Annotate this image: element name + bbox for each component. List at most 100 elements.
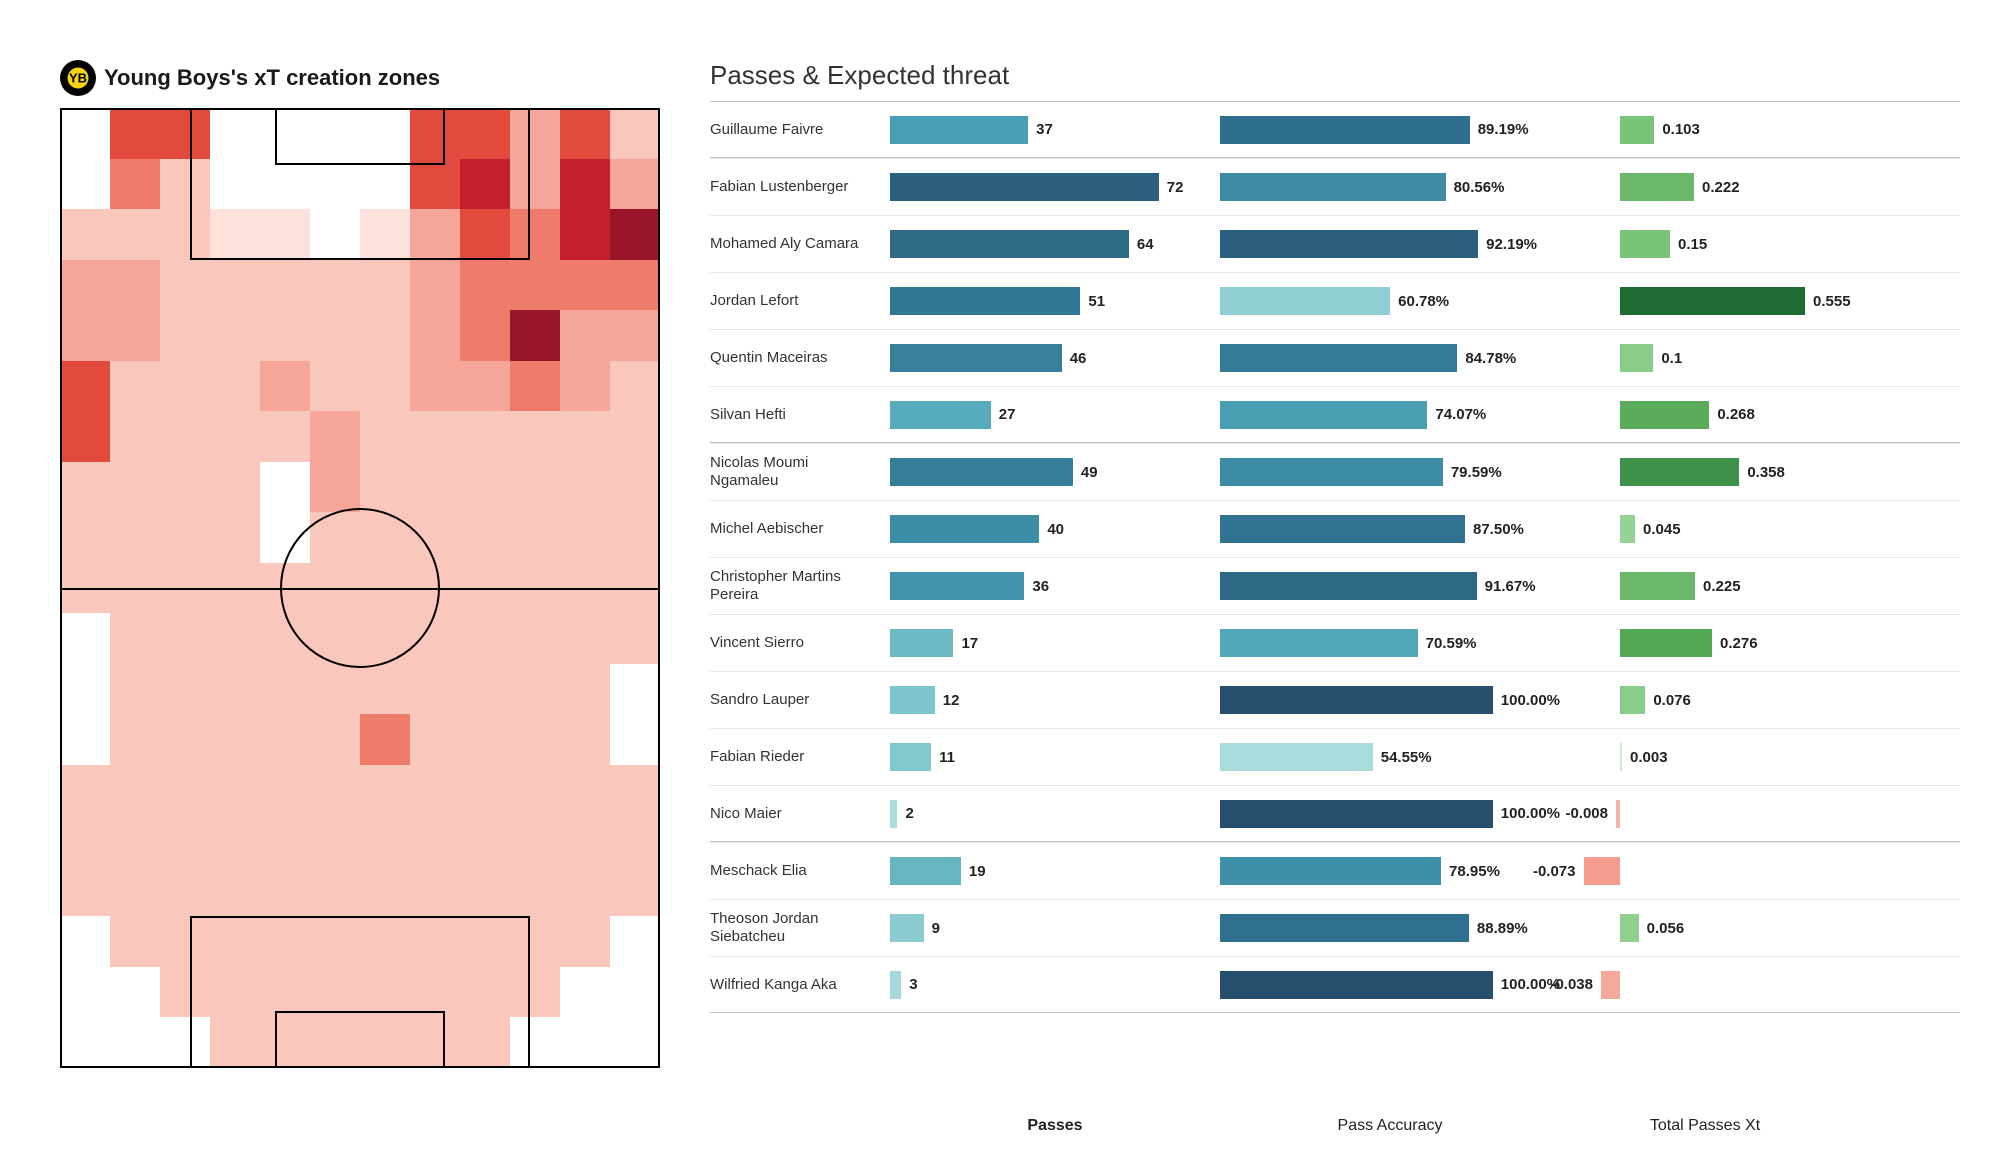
player-name: Wilfried Kanga Aka <box>710 976 890 994</box>
heatmap-cell <box>160 462 210 513</box>
heatmap-cell <box>510 260 560 311</box>
column-footer: Passes Pass Accuracy Total Passes Xt <box>710 1117 1960 1135</box>
accuracy-value: 84.78% <box>1465 350 1516 367</box>
heatmap-cell <box>560 209 610 260</box>
heatmap-cell <box>310 361 360 412</box>
heatmap-cell <box>260 563 310 614</box>
heatmap-cell <box>160 714 210 765</box>
heatmap-cell <box>510 967 560 1018</box>
heatmap-cell <box>60 866 110 917</box>
col-label-passes: Passes <box>890 1117 1220 1135</box>
accuracy-bar <box>1220 857 1441 885</box>
passes-col: 51 <box>890 287 1220 315</box>
passes-bar <box>890 914 924 942</box>
heatmap-cell <box>160 361 210 412</box>
heatmap-cell <box>460 563 510 614</box>
heatmap-cell <box>460 1017 510 1068</box>
accuracy-col: 60.78% <box>1220 287 1560 315</box>
accuracy-col: 54.55% <box>1220 743 1560 771</box>
heatmap-cell <box>160 1017 210 1068</box>
heatmap-cell <box>610 916 660 967</box>
accuracy-value: 87.50% <box>1473 521 1524 538</box>
accuracy-bar <box>1220 173 1446 201</box>
heatmap-cell <box>510 664 560 715</box>
heatmap-cell <box>510 815 560 866</box>
heatmap-cell <box>410 260 460 311</box>
passes-col: 17 <box>890 629 1220 657</box>
passes-bar <box>890 344 1062 372</box>
passes-col: 64 <box>890 230 1220 258</box>
accuracy-value: 78.95% <box>1449 863 1500 880</box>
accuracy-col: 100.00% <box>1220 800 1560 828</box>
heatmap-cell <box>460 411 510 462</box>
heatmap-cell <box>610 613 660 664</box>
heatmap-cell <box>510 411 560 462</box>
heatmap-title-row: Young Boys's xT creation zones <box>50 60 670 96</box>
heatmap-cell <box>510 563 560 614</box>
heatmap-cell <box>260 866 310 917</box>
heatmap-cell <box>210 462 260 513</box>
heatmap-cell <box>460 108 510 159</box>
xt-value: 0.225 <box>1703 578 1741 595</box>
heatmap-cell <box>60 1017 110 1068</box>
heatmap-cell <box>410 310 460 361</box>
heatmap-cell <box>110 411 160 462</box>
heatmap-cell <box>610 260 660 311</box>
player-row: Quentin Maceiras4684.78%0.1 <box>710 329 1960 386</box>
heatmap-cell <box>160 411 210 462</box>
heatmap-cell <box>110 664 160 715</box>
heatmap-cell <box>610 209 660 260</box>
heatmap-cell <box>260 613 310 664</box>
accuracy-value: 54.55% <box>1381 749 1432 766</box>
heatmap-cell <box>360 613 410 664</box>
heatmap-cell <box>460 209 510 260</box>
heatmap-cell <box>310 462 360 513</box>
player-row: Michel Aebischer4087.50%0.045 <box>710 500 1960 557</box>
heatmap-cell <box>610 462 660 513</box>
player-row: Vincent Sierro1770.59%0.276 <box>710 614 1960 671</box>
heatmap-cell <box>560 866 610 917</box>
heatmap-cell <box>560 310 610 361</box>
passes-bar <box>890 629 953 657</box>
accuracy-value: 100.00% <box>1501 805 1560 822</box>
player-row: Mohamed Aly Camara6492.19%0.15 <box>710 215 1960 272</box>
heatmap-cell <box>110 815 160 866</box>
heatmap-cell <box>560 1017 610 1068</box>
heatmap-cell <box>310 967 360 1018</box>
player-row: Jordan Lefort5160.78%0.555 <box>710 272 1960 329</box>
heatmap-cell <box>210 664 260 715</box>
heatmap-cell <box>510 512 560 563</box>
player-row: Theoson Jordan Siebatcheu988.89%0.056 <box>710 899 1960 956</box>
heatmap-cell <box>210 512 260 563</box>
heatmap-cell <box>210 411 260 462</box>
heatmap-cell <box>110 260 160 311</box>
heatmap-cell <box>210 260 260 311</box>
player-name: Nico Maier <box>710 805 890 823</box>
heatmap-cell <box>260 1017 310 1068</box>
heatmap-cell <box>160 310 210 361</box>
heatmap-cell <box>110 916 160 967</box>
accuracy-col: 74.07% <box>1220 401 1560 429</box>
passes-bar <box>890 971 901 999</box>
heatmap-cell <box>460 462 510 513</box>
accuracy-col: 79.59% <box>1220 458 1560 486</box>
xt-value: 0.045 <box>1643 521 1681 538</box>
heatmap-cell <box>260 916 310 967</box>
heatmap-cell <box>160 209 210 260</box>
heatmap-cell <box>610 967 660 1018</box>
accuracy-bar <box>1220 458 1443 486</box>
heatmap-cell <box>110 108 160 159</box>
heatmap-cell <box>560 765 610 816</box>
heatmap-cell <box>310 159 360 210</box>
heatmap-cell <box>110 563 160 614</box>
heatmap-cell <box>310 815 360 866</box>
heatmap-cell <box>360 260 410 311</box>
accuracy-value: 70.59% <box>1426 635 1477 652</box>
xt-bar <box>1620 743 1622 771</box>
passes-value: 64 <box>1137 236 1154 253</box>
xt-bar <box>1620 914 1639 942</box>
heatmap-cell <box>110 159 160 210</box>
xt-value: 0.555 <box>1813 293 1851 310</box>
passes-bar <box>890 572 1024 600</box>
heatmap-cell <box>510 916 560 967</box>
